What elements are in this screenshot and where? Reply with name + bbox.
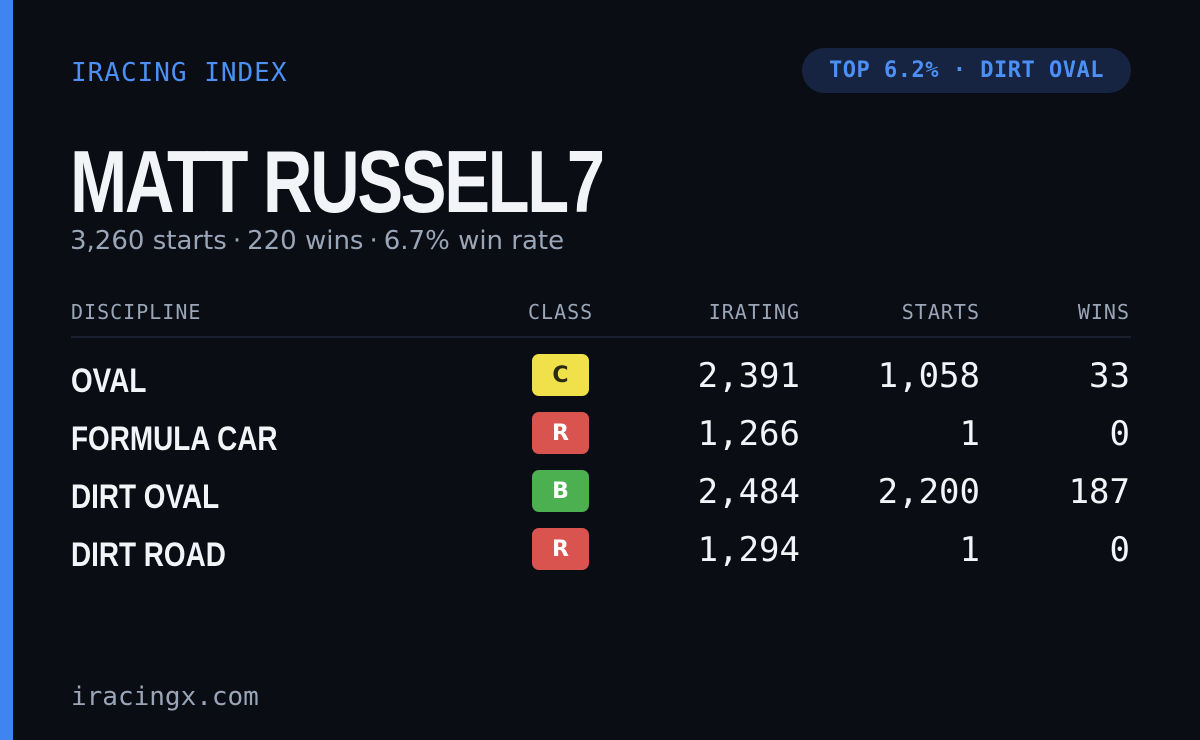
driver-summary: 3,260 starts · 220 wins · 6.7% win rate xyxy=(70,226,564,256)
class-badge: R xyxy=(532,412,589,454)
header-starts: STARTS xyxy=(901,300,980,324)
header-class: CLASS xyxy=(528,300,594,324)
rank-badge: TOP 6.2% · DIRT OVAL xyxy=(802,48,1131,93)
brand-title: IRACING INDEX xyxy=(71,58,288,88)
starts-value: 1,058 xyxy=(877,356,980,396)
table-divider xyxy=(71,336,1131,338)
irating-value: 1,294 xyxy=(697,530,800,570)
summary-separator: · xyxy=(232,226,242,256)
wins-value: 187 xyxy=(1068,472,1130,512)
accent-bar xyxy=(0,0,13,740)
discipline-name: DIRT ROAD xyxy=(71,536,226,574)
starts-value: 1 xyxy=(959,414,980,454)
discipline-name: FORMULA CAR xyxy=(71,420,278,458)
class-badge: B xyxy=(532,470,589,512)
header-discipline: DISCIPLINE xyxy=(71,300,202,324)
driver-name: MATT RUSSELL7 xyxy=(70,132,605,231)
irating-value: 1,266 xyxy=(697,414,800,454)
header-irating: IRATING xyxy=(708,300,800,324)
starts-value: 2,200 xyxy=(877,472,980,512)
table-row: DIRT ROAD R 1,294 1 0 xyxy=(0,524,1200,582)
footer-domain: iracingx.com xyxy=(71,682,259,712)
wins-value: 0 xyxy=(1109,414,1130,454)
wins-value: 33 xyxy=(1089,356,1130,396)
starts-value: 1 xyxy=(959,530,980,570)
summary-win-rate: 6.7% win rate xyxy=(383,226,565,256)
summary-starts: 3,260 starts xyxy=(70,226,227,256)
class-badge: C xyxy=(532,354,589,396)
discipline-name: OVAL xyxy=(71,362,147,400)
class-badge: R xyxy=(532,528,589,570)
table-row: OVAL C 2,391 1,058 33 xyxy=(0,350,1200,408)
header-wins: WINS xyxy=(1077,300,1130,324)
discipline-table: OVAL C 2,391 1,058 33 FORMULA CAR R 1,26… xyxy=(0,350,1200,582)
summary-wins: 220 wins xyxy=(247,226,364,256)
wins-value: 0 xyxy=(1109,530,1130,570)
discipline-name: DIRT OVAL xyxy=(71,478,220,516)
irating-value: 2,484 xyxy=(697,472,800,512)
summary-separator: · xyxy=(369,226,378,256)
table-row: DIRT OVAL B 2,484 2,200 187 xyxy=(0,466,1200,524)
table-row: FORMULA CAR R 1,266 1 0 xyxy=(0,408,1200,466)
irating-value: 2,391 xyxy=(697,356,800,396)
